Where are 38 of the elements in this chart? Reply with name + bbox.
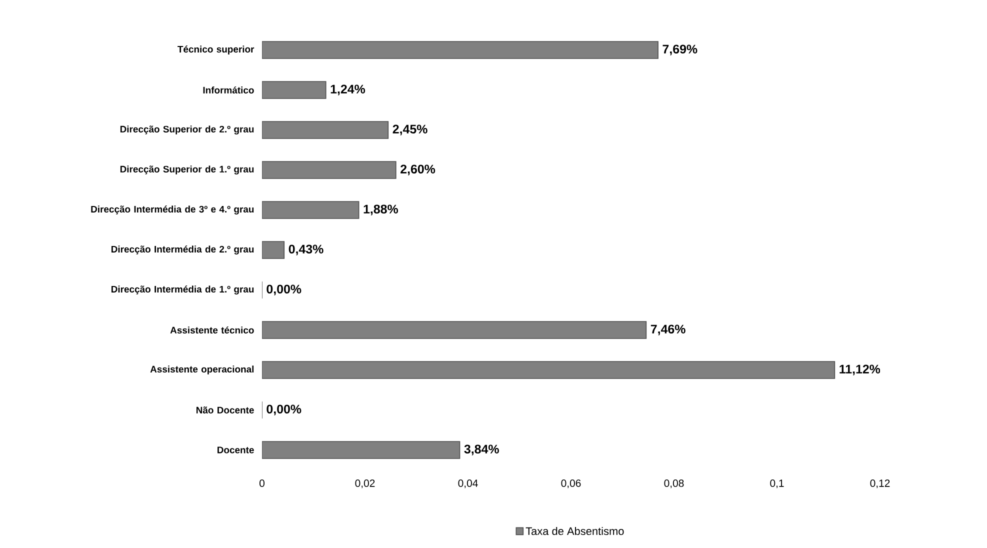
data-label: 0,00% xyxy=(266,284,302,296)
x-tick-label: 0,1 xyxy=(770,480,784,488)
y-tick-label: Informático xyxy=(203,86,254,94)
x-tick-label: 0,04 xyxy=(458,480,478,488)
y-tick-label: Não Docente xyxy=(196,406,254,414)
bar xyxy=(262,441,460,459)
y-tick-label: Direcção Superior de 1.º grau xyxy=(120,166,254,174)
data-label: 3,84% xyxy=(464,444,499,456)
y-tick-label: Direcção Intermédia de 2.º grau xyxy=(112,246,254,254)
data-label: 7,46% xyxy=(650,324,686,336)
y-tick-label: Direcção Superior de 2.º grau xyxy=(120,126,254,134)
data-label: 1,24% xyxy=(330,84,366,96)
x-tick-label: 0,12 xyxy=(870,480,890,488)
y-tick-label: Assistente técnico xyxy=(170,326,254,334)
data-label: 7,69% xyxy=(662,44,698,56)
data-label: 2,45% xyxy=(392,124,428,136)
bar xyxy=(262,41,658,59)
x-tick-label: 0,06 xyxy=(561,480,581,488)
x-tick-label: 0,08 xyxy=(664,480,684,488)
bar xyxy=(262,361,836,379)
x-tick-label: 0,02 xyxy=(355,480,375,488)
bar xyxy=(262,81,326,99)
y-tick-label: Técnico superior xyxy=(178,46,254,54)
bar xyxy=(262,321,647,339)
y-tick-label: Docente xyxy=(218,446,254,454)
y-tick-label: Assistente operacional xyxy=(150,366,254,374)
data-label: 0,00% xyxy=(266,404,302,416)
data-label: 11,12% xyxy=(840,364,880,376)
bar xyxy=(262,161,396,179)
data-label: 2,60% xyxy=(400,164,436,176)
data-label: 0,43% xyxy=(288,244,324,256)
data-label: 1,88% xyxy=(364,204,398,216)
y-tick-label: Direcção Intermédia de 1.º grau xyxy=(112,286,254,294)
bar xyxy=(262,121,389,139)
bar xyxy=(262,201,360,219)
y-tick-label: Direcção Intermédia de 3º e 4.º grau xyxy=(91,206,254,214)
x-tick-label: 0 xyxy=(260,480,264,487)
legend-label: Taxa de Absentismo xyxy=(526,526,624,536)
